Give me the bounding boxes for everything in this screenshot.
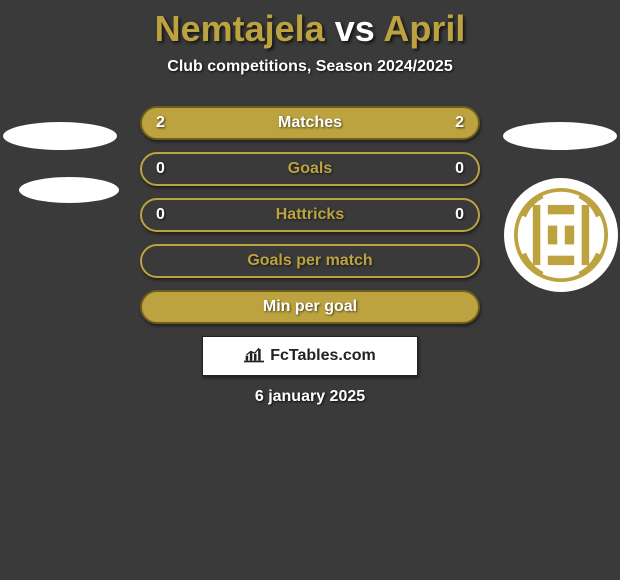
club-badge [504,178,618,292]
stat-value-right: 0 [455,160,464,178]
brand-text: FcTables.com [270,347,376,365]
subtitle: Club competitions, Season 2024/2025 [0,58,620,76]
stat-value-left: 0 [156,206,165,224]
chart-icon [244,345,264,368]
stat-value-right: 2 [455,114,464,132]
player2-name: April [383,8,465,49]
decorative-ellipse [503,122,617,150]
stat-row: Goals per match [140,244,480,278]
page-title: Nemtajela vs April [0,8,620,50]
decorative-ellipse [19,177,119,203]
vs-text: vs [335,8,375,49]
stat-label: Min per goal [263,298,357,316]
stat-row: 0 Goals 0 [140,152,480,186]
date-text: 6 january 2025 [0,388,620,406]
stat-value-right: 0 [455,206,464,224]
decorative-ellipse [3,122,117,150]
stat-label: Hattricks [276,206,344,224]
player1-name: Nemtajela [155,8,325,49]
stat-row: Min per goal [140,290,480,324]
stat-row: 2 Matches 2 [140,106,480,140]
stat-row: 0 Hattricks 0 [140,198,480,232]
stat-value-left: 0 [156,160,165,178]
stat-label: Goals per match [247,252,372,270]
stat-label: Matches [278,114,342,132]
stat-label: Goals [288,160,332,178]
brand-box[interactable]: FcTables.com [202,336,418,376]
stat-value-left: 2 [156,114,165,132]
